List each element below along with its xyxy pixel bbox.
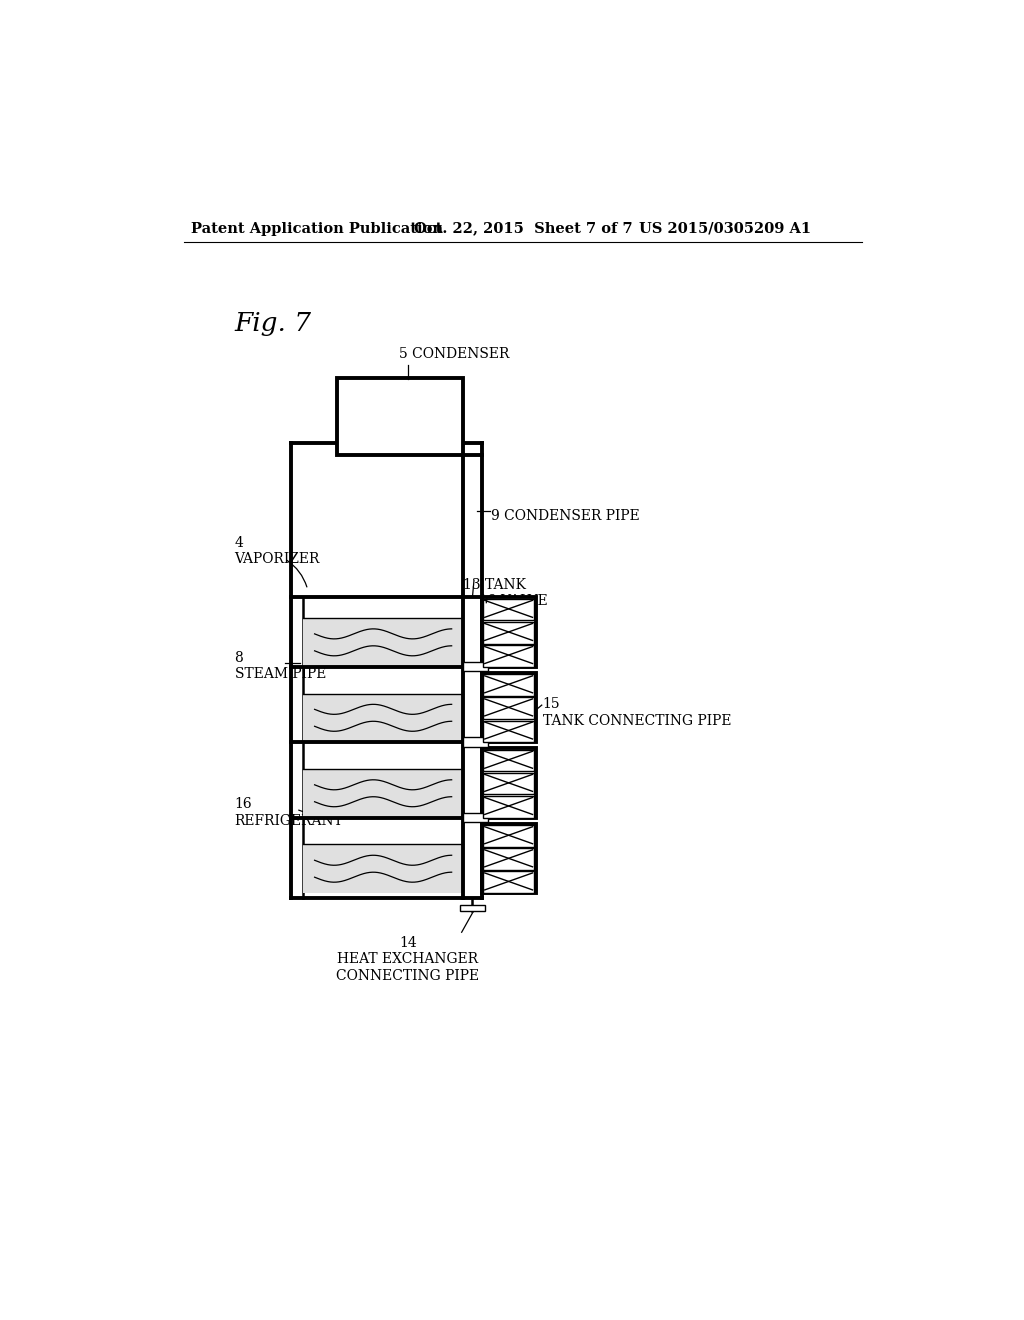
Bar [481, 824, 536, 892]
Text: 16
REFRIGERANT: 16 REFRIGERANT [234, 797, 343, 828]
Text: 4
VAPORIZER: 4 VAPORIZER [234, 536, 319, 566]
Bar [483, 825, 535, 847]
Bar [303, 845, 463, 892]
Text: 19 VALVE: 19 VALVE [479, 594, 548, 609]
Bar [337, 378, 463, 455]
Text: Oct. 22, 2015  Sheet 7 of 7: Oct. 22, 2015 Sheet 7 of 7 [414, 222, 633, 235]
Text: 13 TANK: 13 TANK [463, 578, 526, 593]
Bar [481, 673, 536, 742]
Bar [483, 721, 535, 742]
Bar [483, 849, 535, 870]
Bar [303, 693, 463, 742]
Bar [303, 618, 463, 667]
Text: 5 CONDENSER: 5 CONDENSER [398, 347, 509, 360]
Text: 8
STEAM PIPE: 8 STEAM PIPE [234, 651, 326, 681]
Bar [463, 738, 487, 747]
Text: 15
TANK CONNECTING PIPE: 15 TANK CONNECTING PIPE [543, 697, 731, 727]
Bar [460, 906, 484, 911]
Bar [483, 697, 535, 719]
Bar [483, 622, 535, 644]
Text: US 2015/0305209 A1: US 2015/0305209 A1 [639, 222, 811, 235]
Text: Patent Application Publication: Patent Application Publication [190, 222, 442, 235]
Bar [483, 796, 535, 817]
Bar [463, 813, 487, 822]
Bar [483, 675, 535, 696]
Text: 9 CONDENSER PIPE: 9 CONDENSER PIPE [490, 508, 640, 523]
Bar [463, 663, 487, 671]
Bar [483, 750, 535, 771]
Bar [483, 774, 535, 795]
Bar [483, 645, 535, 667]
Bar [481, 748, 536, 817]
Bar [481, 598, 536, 667]
Bar [483, 871, 535, 892]
Text: 14
HEAT EXCHANGER
CONNECTING PIPE: 14 HEAT EXCHANGER CONNECTING PIPE [336, 936, 479, 982]
Bar [303, 770, 463, 817]
Bar [483, 599, 535, 620]
Text: Fig. 7: Fig. 7 [234, 312, 311, 335]
